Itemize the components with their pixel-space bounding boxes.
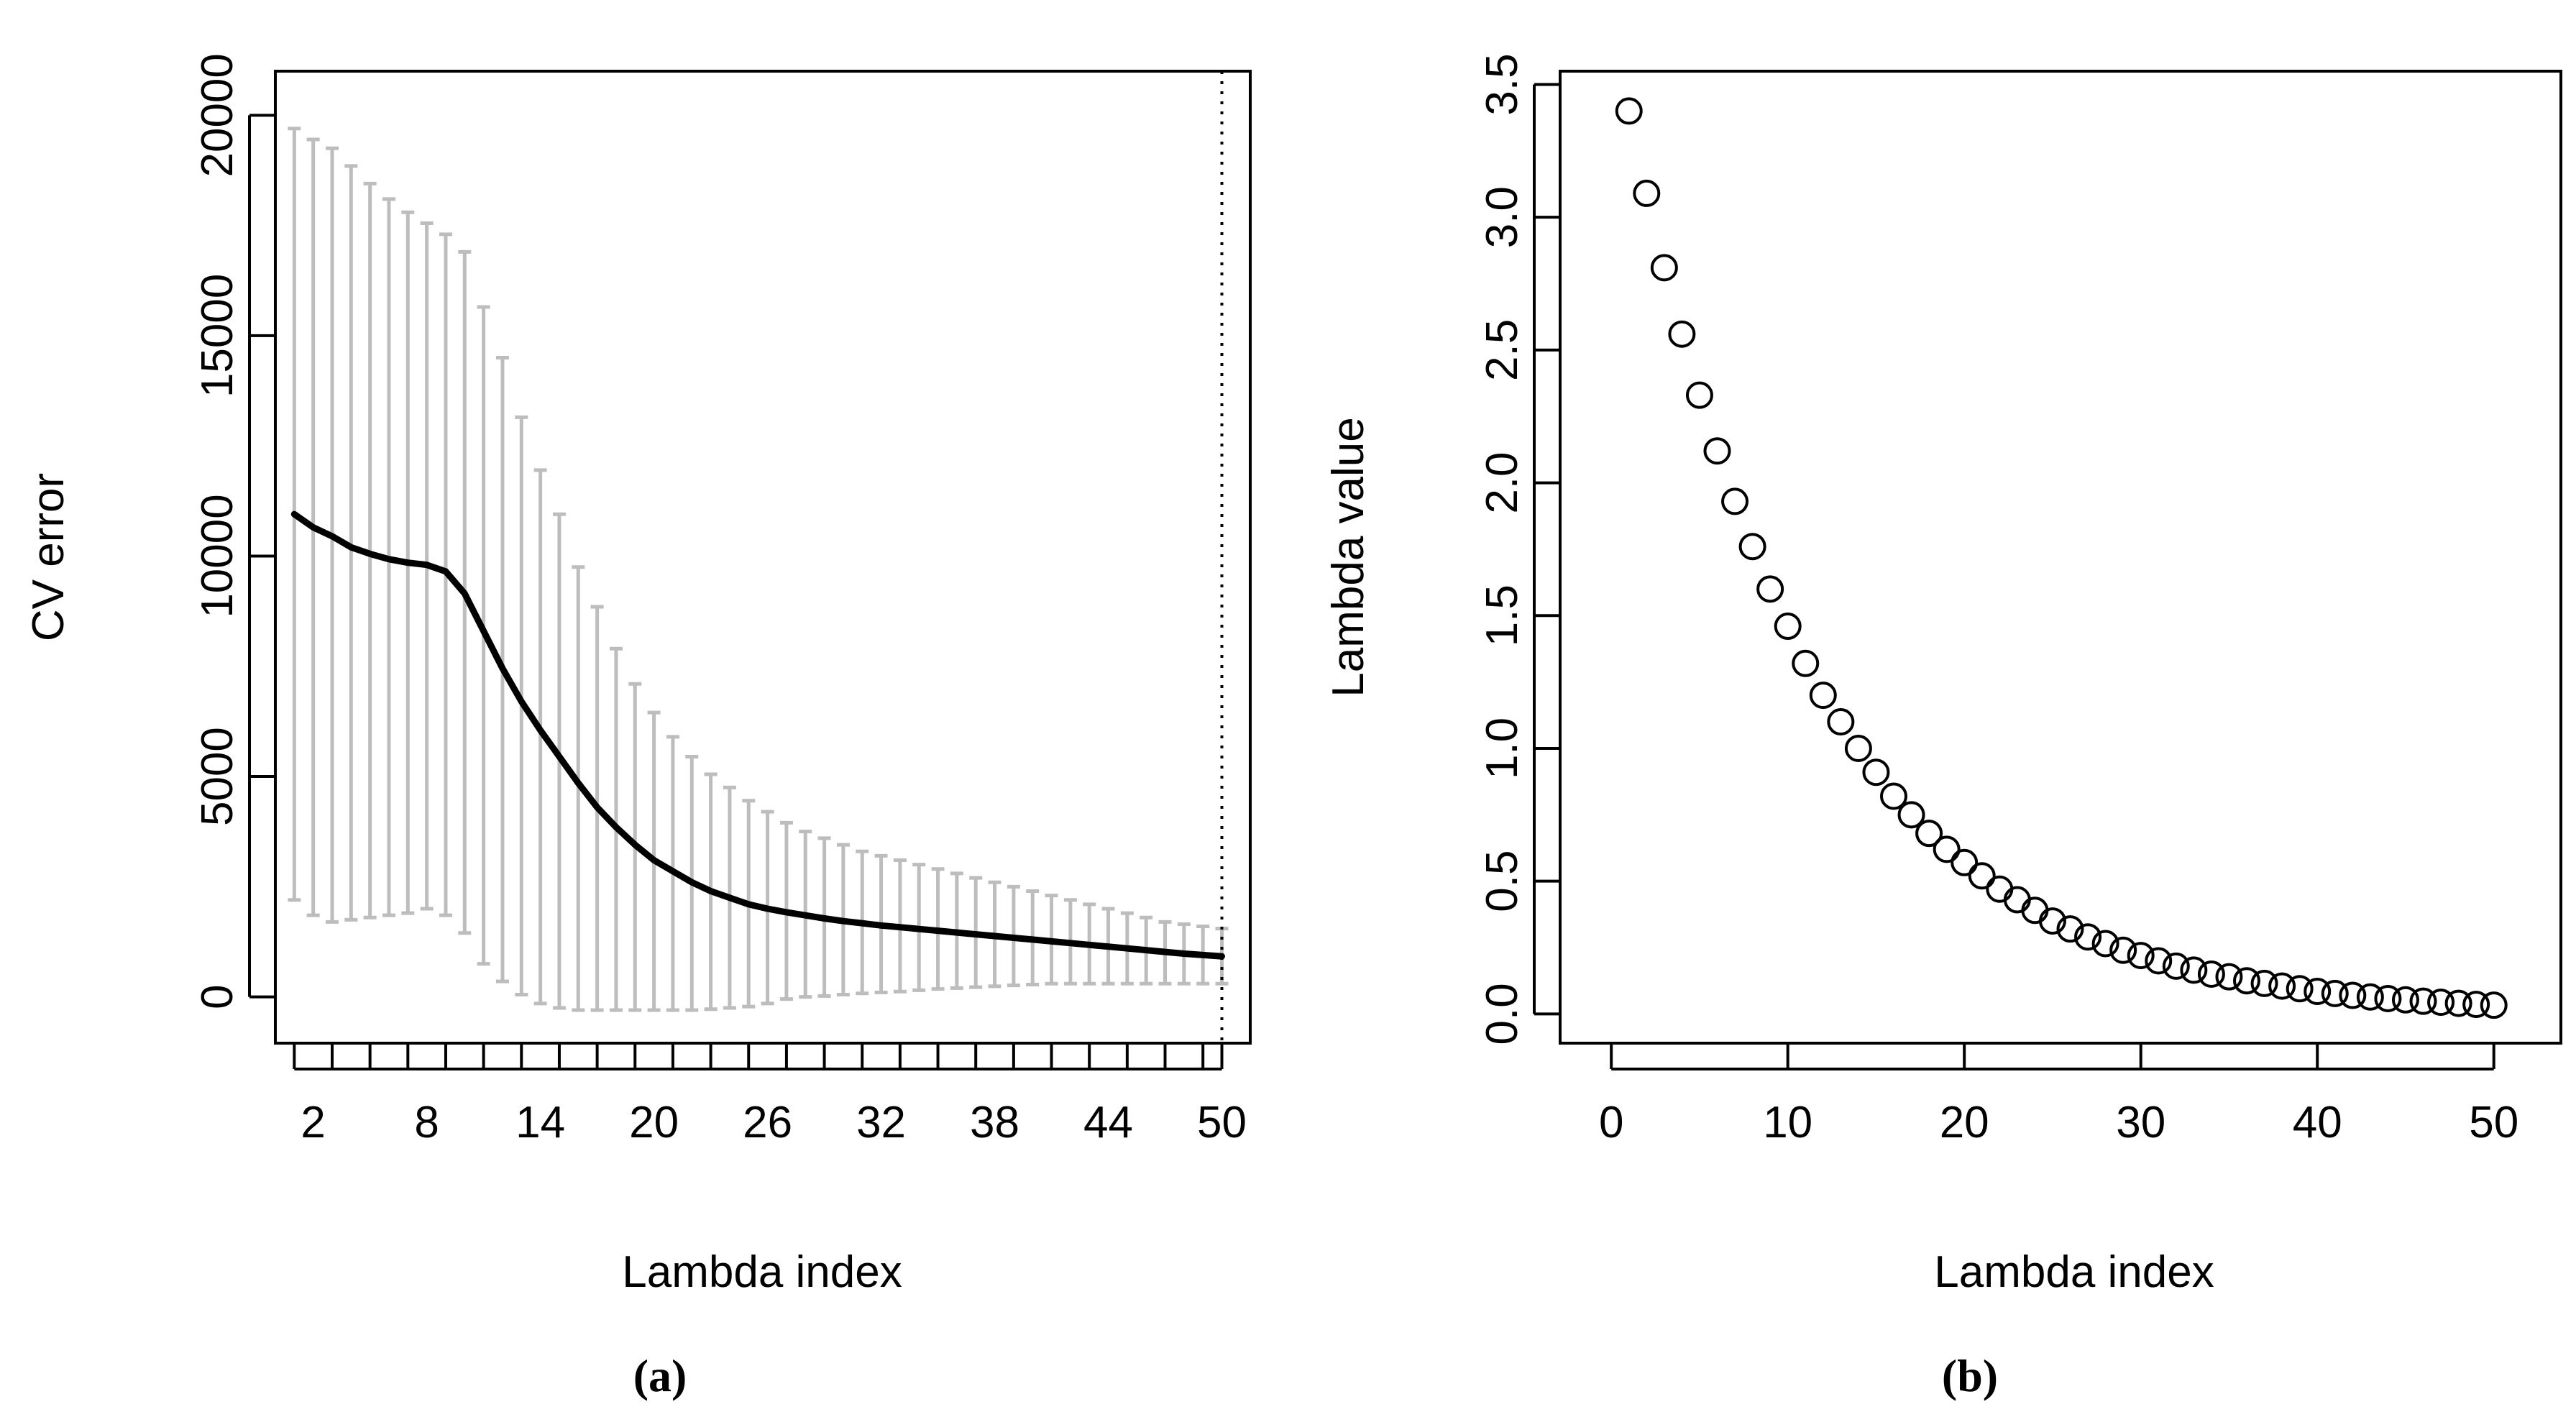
b-point xyxy=(2233,967,2261,995)
b-point xyxy=(2038,907,2066,935)
b-point xyxy=(2391,986,2419,1014)
b-x-tick-label: 30 xyxy=(2116,1098,2165,1147)
b-y-tick-label: 3.5 xyxy=(1477,53,1527,115)
b-point xyxy=(1668,320,1696,348)
b-point xyxy=(1897,801,1925,829)
b-point xyxy=(2444,989,2472,1017)
b-x-axis: 0 10 20 30 40 50 xyxy=(1599,1043,2518,1147)
a-x-tick-label: 38 xyxy=(970,1098,1019,1147)
b-point xyxy=(1844,734,1872,762)
b-point xyxy=(1862,758,1890,787)
b-point xyxy=(2215,963,2243,991)
b-point xyxy=(2162,952,2190,980)
b-point xyxy=(2109,936,2137,964)
b-y-tick-label: 3.0 xyxy=(1477,186,1527,248)
a-x-tick-label: 32 xyxy=(856,1098,906,1147)
a-y-tick-label: 20000 xyxy=(193,53,242,177)
b-caption: (b) xyxy=(1942,1350,1998,1401)
a-y-tick-label: 10000 xyxy=(193,494,242,618)
b-x-tick-label: 10 xyxy=(1763,1098,1812,1147)
b-point xyxy=(2250,969,2278,997)
b-y-axis-label: Lambda value xyxy=(1324,417,1373,697)
b-point xyxy=(2374,984,2402,1012)
a-plot-frame xyxy=(274,70,1252,1045)
b-point xyxy=(2304,977,2332,1005)
b-plot-frame xyxy=(1559,70,2562,1045)
b-x-tick-label: 0 xyxy=(1599,1098,1623,1147)
b-point xyxy=(1915,820,1943,848)
b-point xyxy=(2286,975,2314,1003)
b-point xyxy=(2021,896,2049,925)
b-point xyxy=(1703,437,1731,465)
b-point xyxy=(2462,991,2490,1019)
a-y-axis: 0 5000 10000 15000 20000 xyxy=(193,53,275,1009)
b-x-axis-label: Lambda index xyxy=(1934,1247,2214,1297)
b-point xyxy=(2268,972,2296,1000)
b-point xyxy=(1615,97,1643,125)
b-y-tick-label: 2.0 xyxy=(1477,451,1527,513)
a-x-tick-label: 20 xyxy=(629,1098,679,1147)
b-y-tick-label: 0.0 xyxy=(1477,983,1527,1045)
a-x-tick-label: 44 xyxy=(1083,1098,1133,1147)
b-point xyxy=(1721,487,1749,515)
b-point xyxy=(1951,848,1979,876)
b-point xyxy=(1685,381,1713,409)
b-point xyxy=(1633,179,1661,207)
b-point xyxy=(2145,947,2173,975)
b-point xyxy=(2197,960,2225,988)
a-x-axis: 2 8 14 20 26 32 38 44 50 xyxy=(293,1043,1247,1147)
b-y-tick-label: 1.0 xyxy=(1477,717,1527,779)
b-point xyxy=(2409,987,2437,1015)
a-y-tick-label: 5000 xyxy=(193,727,242,826)
b-point xyxy=(1774,613,1802,641)
b-x-tick-label: 20 xyxy=(1940,1098,1989,1147)
a-error-bar xyxy=(533,468,547,1006)
b-point xyxy=(1809,682,1837,710)
a-y-tick-label: 0 xyxy=(193,984,242,1009)
b-point xyxy=(2356,983,2384,1011)
b-x-tick-label: 50 xyxy=(2469,1098,2518,1147)
a-caption: (a) xyxy=(633,1350,687,1401)
a-cv-error-line xyxy=(290,510,1225,960)
b-point xyxy=(2074,923,2102,951)
a-x-tick-label: 2 xyxy=(301,1098,325,1147)
b-point xyxy=(2427,989,2455,1017)
b-point xyxy=(1738,533,1766,561)
a-x-tick-label: 14 xyxy=(515,1098,565,1147)
a-x-axis-label: Lambda index xyxy=(622,1247,902,1297)
b-point xyxy=(2321,979,2349,1007)
a-x-tick-label: 8 xyxy=(414,1098,439,1147)
b-point xyxy=(1650,254,1678,282)
b-point xyxy=(2003,886,2031,914)
b-y-tick-label: 2.5 xyxy=(1477,319,1527,381)
a-x-tick-label: 50 xyxy=(1197,1098,1247,1147)
b-x-tick-label: 40 xyxy=(2293,1098,2342,1147)
a-y-axis-label: CV error xyxy=(24,473,73,641)
b-y-axis: 0.0 0.5 1.0 1.5 2.0 2.5 3.0 3.5 xyxy=(1477,53,1560,1045)
b-point xyxy=(1968,862,1996,890)
b-point xyxy=(2056,915,2084,943)
b-point xyxy=(2091,930,2119,958)
a-error-bars xyxy=(288,127,1229,1012)
b-point xyxy=(1880,782,1907,810)
b-point xyxy=(2339,981,2367,1009)
b-point xyxy=(1792,649,1820,677)
b-point xyxy=(1986,875,2014,903)
panel-a-cv-error: 2 8 14 20 26 32 38 44 50 0 5000 10000 15000 20000 La… xyxy=(24,53,1252,1401)
b-point xyxy=(1827,708,1855,736)
b-point xyxy=(1933,835,1961,863)
b-y-tick-label: 1.5 xyxy=(1477,584,1527,646)
b-y-tick-label: 0.5 xyxy=(1477,850,1527,912)
b-point xyxy=(2127,942,2155,970)
b-point xyxy=(2180,956,2208,984)
b-point xyxy=(1756,575,1784,603)
a-error-bar xyxy=(572,565,585,1012)
a-x-tick-label: 26 xyxy=(743,1098,792,1147)
a-y-tick-label: 15000 xyxy=(193,274,242,398)
panel-b-lambda-values: 0 10 20 30 40 50 0.0 0.5 1.0 1.5 2.0 2.5 3.0 3.5 Lam… xyxy=(1324,53,2562,1401)
b-point xyxy=(2480,991,2508,1019)
a-error-bar xyxy=(344,164,358,922)
b-scatter-points xyxy=(1615,97,2508,1019)
